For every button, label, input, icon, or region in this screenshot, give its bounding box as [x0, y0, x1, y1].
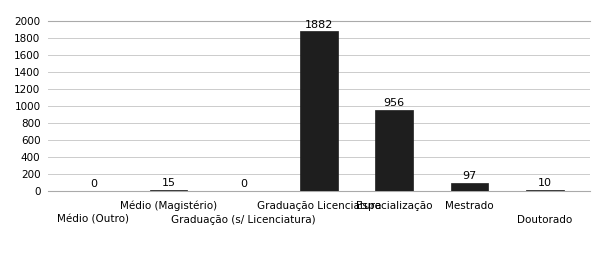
- Text: Doutorado: Doutorado: [517, 215, 573, 224]
- Text: 15: 15: [161, 178, 176, 188]
- Bar: [451, 183, 488, 191]
- Text: Mestrado: Mestrado: [445, 201, 494, 211]
- Text: Médio (Outro): Médio (Outro): [57, 215, 129, 224]
- Text: 956: 956: [383, 98, 405, 108]
- Bar: [526, 190, 563, 191]
- Text: 1882: 1882: [305, 20, 334, 30]
- Text: Graduação (s/ Licenciatura): Graduação (s/ Licenciatura): [172, 215, 316, 224]
- Text: 0: 0: [90, 179, 97, 189]
- Bar: [376, 110, 413, 191]
- Text: Graduação Licenciatura: Graduação Licenciatura: [257, 201, 381, 211]
- Text: 0: 0: [240, 179, 247, 189]
- Text: 97: 97: [462, 171, 477, 181]
- Bar: [300, 31, 338, 191]
- Text: 10: 10: [538, 178, 552, 188]
- Text: Médio (Magistério): Médio (Magistério): [120, 201, 217, 211]
- Text: Especialização: Especialização: [356, 201, 433, 211]
- Bar: [150, 189, 187, 191]
